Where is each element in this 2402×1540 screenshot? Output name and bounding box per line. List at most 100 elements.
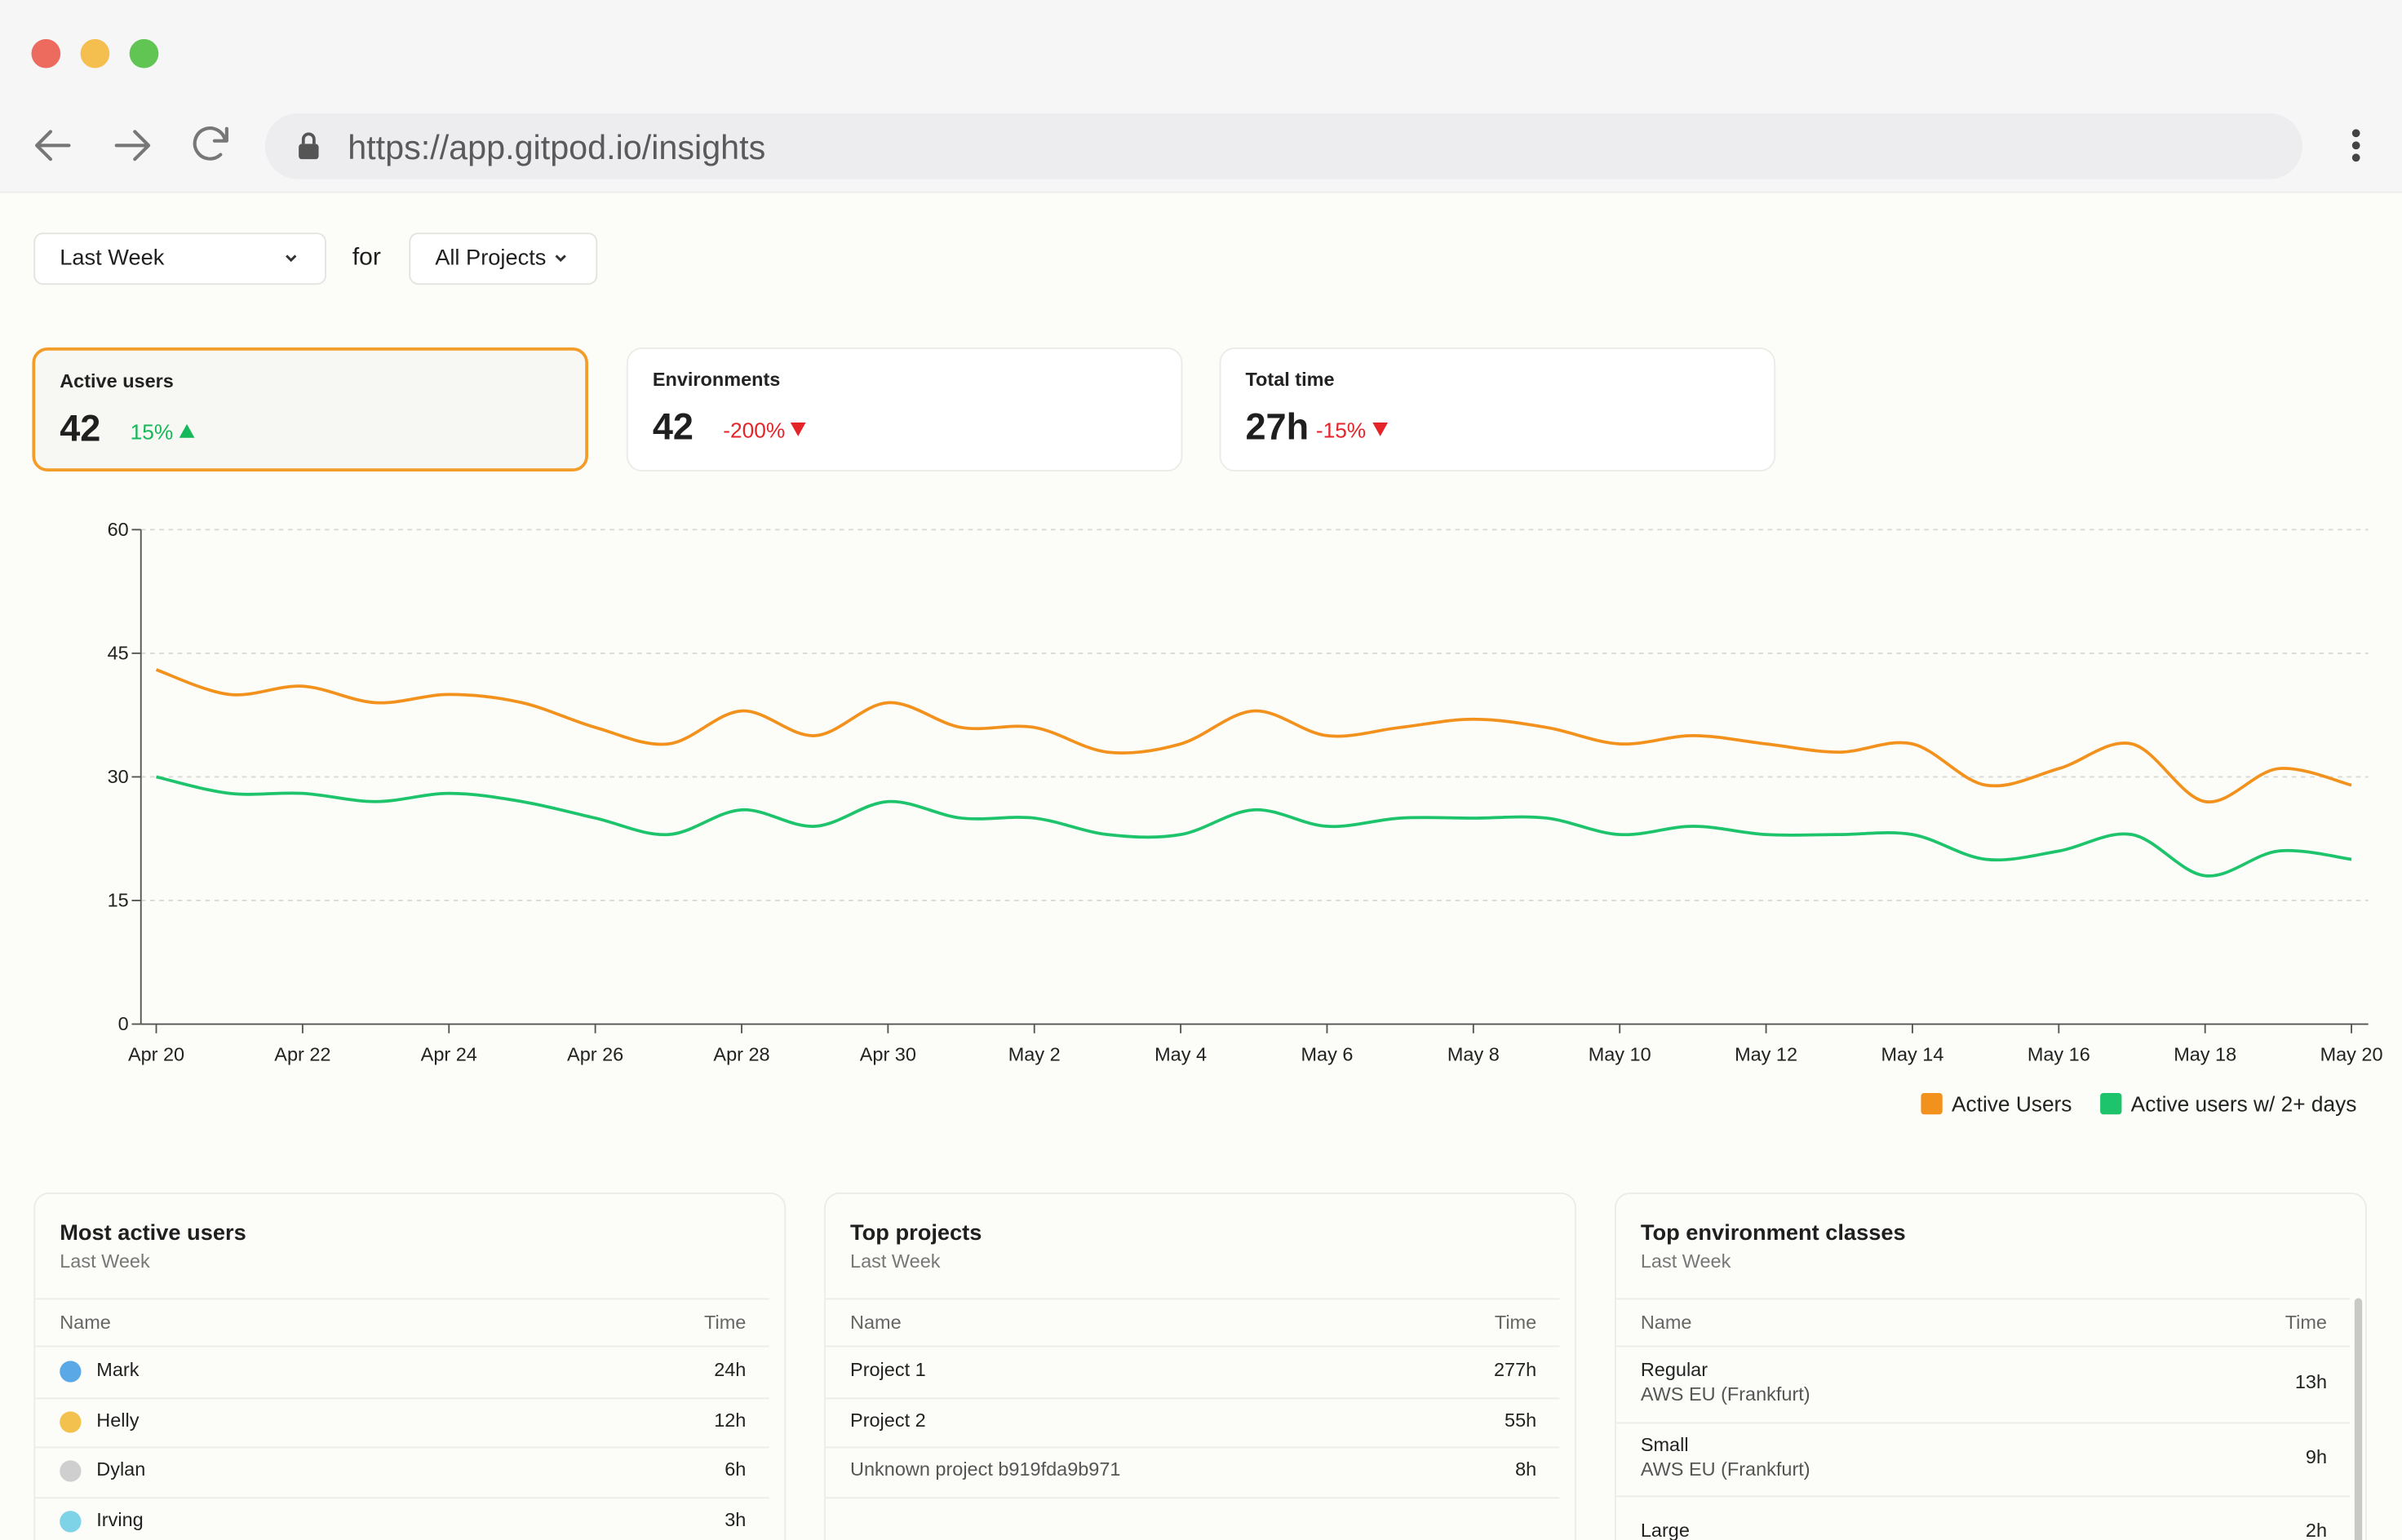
- divider: [35, 1396, 769, 1399]
- address-bar[interactable]: https://app.gitpod.io/insights: [264, 113, 2302, 179]
- row-time: 8h: [1515, 1458, 1537, 1481]
- row-name: Regular: [1640, 1359, 1708, 1381]
- row-name: Dylan: [96, 1458, 146, 1481]
- row-time: 55h: [1505, 1409, 1537, 1432]
- triangle: [791, 422, 807, 436]
- project-label: All Projects: [435, 246, 547, 272]
- x-tick-label: May 4: [1154, 1044, 1207, 1065]
- x-tick-label: Apr 20: [128, 1044, 184, 1065]
- delta-text: 15%: [130, 419, 174, 445]
- series-line: [156, 775, 2352, 878]
- legend-label: Active Users: [1952, 1091, 2072, 1116]
- table-subtitle: Last Week: [1640, 1250, 1731, 1272]
- delta-text: -15%: [1315, 418, 1367, 443]
- reload-button[interactable]: [193, 126, 228, 161]
- row-time: 24h: [714, 1359, 747, 1382]
- avatar: [60, 1460, 82, 1483]
- table-row: Project 1 277h: [825, 1347, 1560, 1399]
- divider: [825, 1345, 1560, 1348]
- stat-value: 42: [60, 409, 101, 450]
- x-tick-label: May 20: [2320, 1044, 2383, 1065]
- chevron: [286, 254, 297, 263]
- table-row: Large 2h: [1616, 1496, 2350, 1540]
- table-row: Project 2 55h: [825, 1396, 1560, 1449]
- table-row: Small AWS EU (Frankfurt) 9h: [1615, 1422, 2351, 1498]
- lock-icon: [299, 132, 319, 160]
- table-row: Helly 12h: [35, 1396, 769, 1449]
- divider: [1615, 1298, 2351, 1300]
- y-tick-label: 30: [108, 766, 129, 787]
- column-header: Name: [60, 1312, 111, 1334]
- divider: [35, 1298, 769, 1300]
- row-time: 277h: [1493, 1359, 1537, 1382]
- x-tick-label: May 16: [2028, 1044, 2090, 1065]
- menu-button[interactable]: [2351, 129, 2360, 162]
- x-tick-label: Apr 28: [713, 1044, 769, 1065]
- stat-card[interactable]: Active users 42 15%: [32, 347, 588, 472]
- row-name: Project 1: [850, 1359, 926, 1382]
- chart: 0 15 30 45 60 Apr 20 Apr 22 Apr 24 Apr 26 Apr 28 A…: [108, 519, 2383, 1117]
- trend-icon: [1372, 422, 1388, 436]
- period-dropdown[interactable]: Last Week: [33, 232, 326, 285]
- column-header: Time: [704, 1312, 747, 1334]
- table-row: Regular AWS EU (Frankfurt) 13h: [1615, 1347, 2351, 1423]
- legend-swatch: [1921, 1092, 1943, 1115]
- divider: [825, 1496, 1560, 1498]
- divider: [825, 1446, 1560, 1449]
- divider: [35, 1496, 769, 1498]
- table-subtitle: Last Week: [60, 1250, 150, 1272]
- divider: [825, 1396, 1560, 1399]
- row-name: Project 2: [850, 1409, 926, 1432]
- x-tick-label: May 2: [1008, 1044, 1061, 1065]
- x-tick-label: May 14: [1881, 1044, 1943, 1065]
- row-name: Helly: [96, 1409, 140, 1432]
- triangle: [179, 423, 195, 438]
- table-title: Top environment classes: [1640, 1221, 1906, 1246]
- x-tick-label: Apr 24: [421, 1044, 477, 1065]
- minimize-button[interactable]: [80, 38, 110, 69]
- back-button[interactable]: [34, 130, 71, 162]
- table-subtitle: Last Week: [850, 1250, 941, 1272]
- x-tick-label: May 12: [1735, 1044, 1797, 1065]
- row-time: 13h: [2294, 1371, 2327, 1394]
- y-tick-label: 60: [108, 519, 129, 540]
- x-tick-label: Apr 26: [567, 1044, 623, 1065]
- series-line: [155, 668, 2352, 803]
- for-label: for: [352, 245, 381, 272]
- stat-label: Total time: [1245, 369, 1335, 391]
- stat-card[interactable]: Environments 42 -200%: [626, 347, 1183, 472]
- avatar: [60, 1410, 82, 1433]
- close-button[interactable]: [31, 38, 61, 69]
- row-name: Large: [1640, 1520, 1690, 1540]
- table-title: Most active users: [60, 1221, 246, 1246]
- row-name: Irving: [96, 1508, 144, 1531]
- row-detail: AWS EU (Frankfurt): [1640, 1458, 1810, 1480]
- forward-button[interactable]: [114, 130, 151, 162]
- stat-card[interactable]: Total time 27h -15%: [1219, 347, 1776, 472]
- stat-value: 42: [652, 407, 694, 449]
- x-tick-label: May 6: [1301, 1044, 1354, 1065]
- row-time: 3h: [725, 1508, 747, 1531]
- row-name: Mark: [96, 1359, 140, 1382]
- legend-label: Active users w/ 2+ days: [2131, 1091, 2357, 1116]
- y-tick-label: 0: [118, 1013, 129, 1034]
- x-tick-label: May 8: [1447, 1044, 1500, 1065]
- maximize-button[interactable]: [129, 38, 159, 69]
- row-name: Unknown project b919fda9b971: [850, 1458, 1121, 1481]
- divider: [825, 1298, 1560, 1300]
- column-header: Name: [850, 1312, 902, 1334]
- stat-delta: -15%: [1316, 418, 1389, 442]
- legend-swatch: [2100, 1092, 2122, 1115]
- project-dropdown[interactable]: All Projects: [409, 232, 598, 285]
- trend-icon: [179, 423, 195, 438]
- row-time: 2h: [2305, 1520, 2327, 1540]
- stat-label: Active users: [60, 370, 174, 392]
- divider: [1615, 1421, 2351, 1423]
- browser-chrome: https://app.gitpod.io/insights: [0, 0, 2402, 193]
- divider: [35, 1345, 769, 1348]
- x-tick-label: Apr 30: [860, 1044, 916, 1065]
- table-panel: Most active users Last Week Name Time Mark 24…: [33, 1192, 787, 1540]
- triangle: [1372, 422, 1388, 436]
- column-header: Time: [2285, 1312, 2327, 1334]
